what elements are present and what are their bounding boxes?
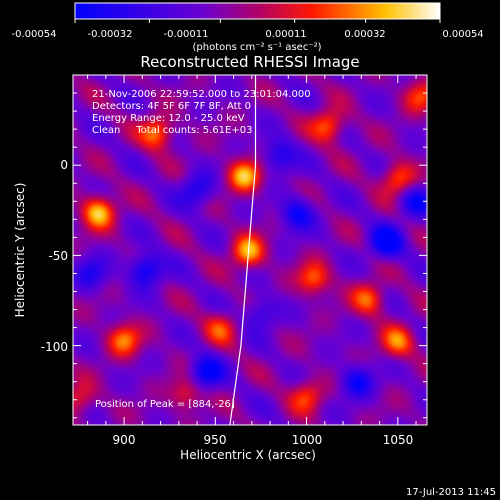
colorbar-tick-label: -0.00011 [164,29,209,40]
axis-ticks [73,75,427,425]
colorbar-tick-label: -0.00032 [88,29,133,40]
annotation-detectors: Detectors: 4F 5F 6F 7F 8F, Att 0 [92,101,251,112]
y-axis-label: Heliocentric Y (arcsec) [13,183,27,318]
colorbar-gradient [75,3,440,19]
y-tick-label: 0 [60,158,68,172]
heatmap-raster [73,75,427,425]
date-stamp: 17-Jul-2013 11:45 [406,487,496,498]
solar-limb-line [229,75,257,425]
colorbar: -0.00054 -0.00032 -0.00011 0.00011 0.000… [12,2,484,53]
annotation-block: 21-Nov-2006 22:59:52.000 to 23:01:04.000… [92,89,311,410]
x-tick-label: 1050 [383,433,414,447]
annotation-energy-range: Energy Range: 12.0 - 25.0 keV [92,113,245,124]
colorbar-tick-label: -0.00054 [12,29,57,40]
x-tick-label: 1000 [292,433,323,447]
colorbar-tick-label: 0.00032 [344,29,385,40]
chart-title: Reconstructed RHESSI Image [140,53,359,71]
colorbar-frame [74,2,441,20]
x-axis-label: Heliocentric X (arcsec) [180,448,316,462]
colorbar-units-label: (photons cm⁻² s⁻¹ asec⁻²) [192,42,321,53]
x-tick-label: 900 [113,433,136,447]
y-tick-label: -50 [48,249,68,263]
x-tick-label: 950 [204,433,227,447]
colorbar-tick-label: 0.00054 [442,29,483,40]
peak-position-label: Position of Peak = [884,-26] [95,399,235,410]
annotation-clean-counts: Clean Total counts: 5.61E+03 [92,125,252,136]
y-tick-label: -100 [41,340,68,354]
heatmap-image [73,75,427,425]
colorbar-tick-label: 0.00011 [265,29,306,40]
plot-frame [72,74,428,426]
annotation-time-range: 21-Nov-2006 22:59:52.000 to 23:01:04.000 [92,89,311,100]
